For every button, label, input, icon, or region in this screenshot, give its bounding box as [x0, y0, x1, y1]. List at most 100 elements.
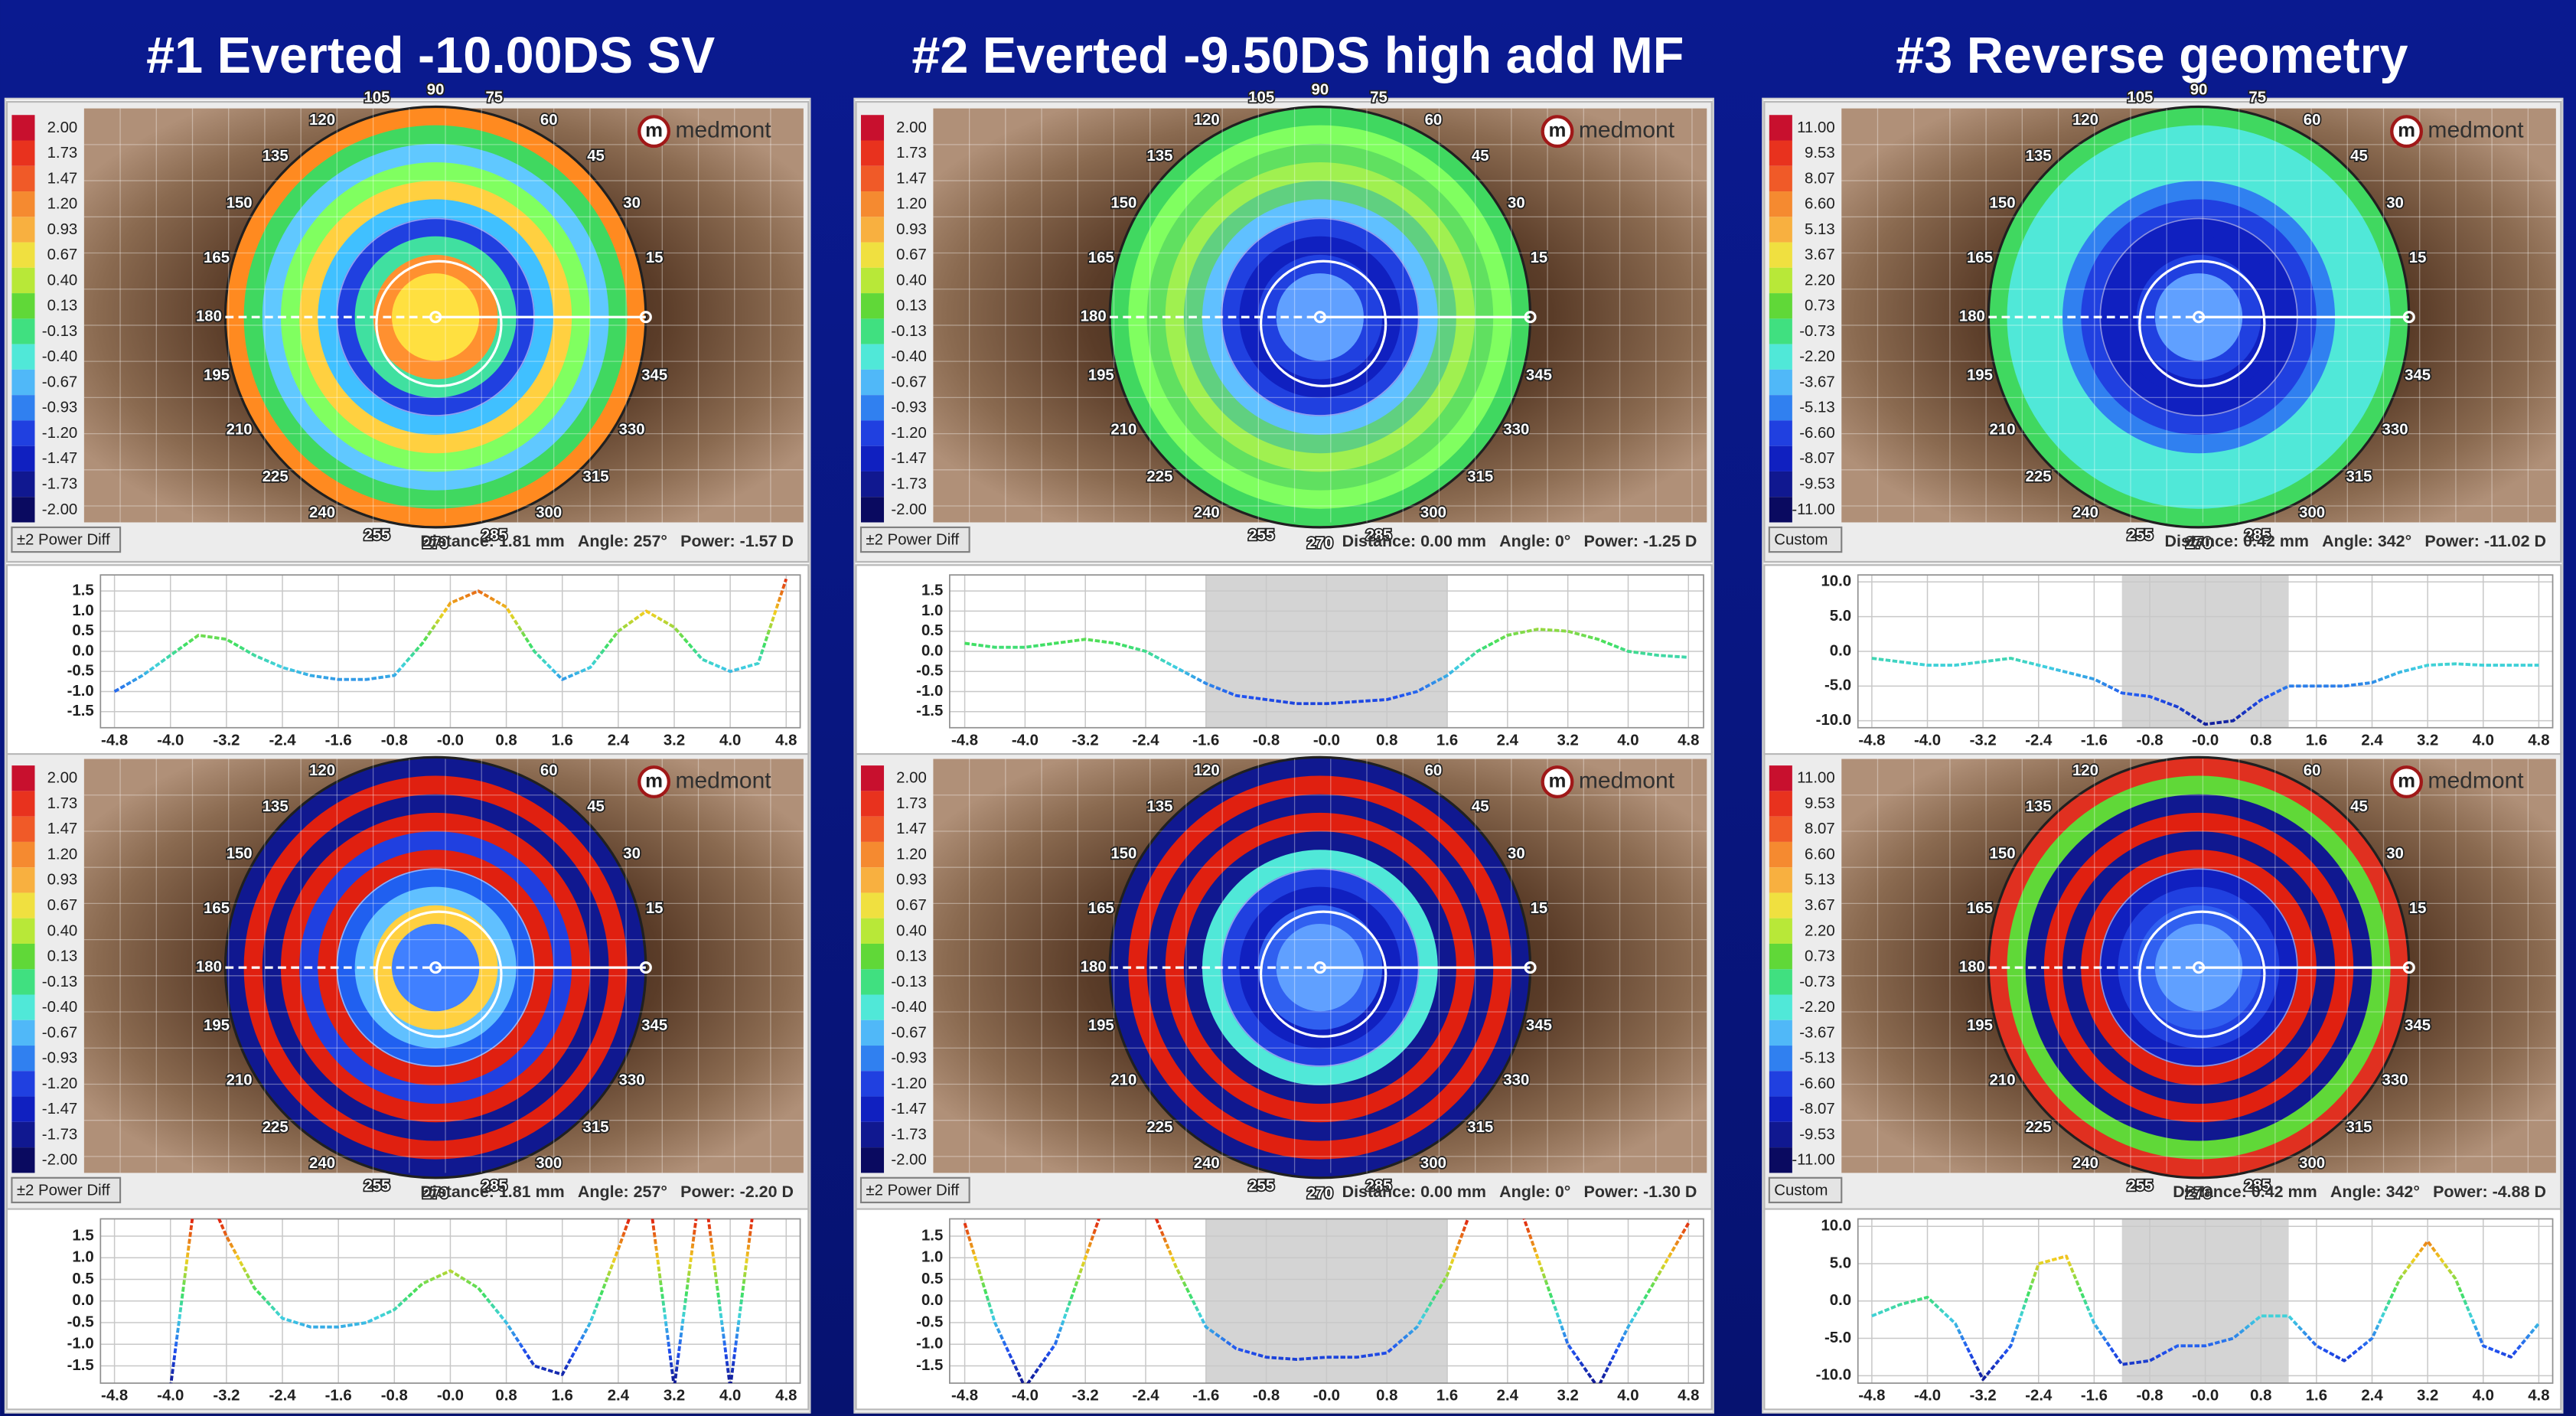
legend-swatch [861, 1122, 884, 1147]
x-tick-label: -3.2 [1072, 732, 1099, 749]
legend-swatch [1769, 446, 1792, 471]
legend-label: 0.93 [896, 221, 927, 238]
column-title: #1 Everted -10.00DS SV [146, 28, 715, 84]
x-tick-label: -4.8 [951, 732, 978, 749]
angle-label: 315 [583, 468, 609, 485]
y-tick-label: 1.5 [921, 1227, 943, 1244]
y-tick-label: -1.0 [916, 683, 943, 700]
legend-swatch [861, 497, 884, 522]
angle-label: 30 [1508, 845, 1525, 862]
y-tick-label: -5.0 [1824, 677, 1851, 694]
y-tick-label: 0.5 [921, 1271, 943, 1287]
legend-label: -1.73 [891, 1126, 926, 1143]
angle-label: 180 [1081, 958, 1107, 975]
angle-label: 150 [1990, 195, 2016, 212]
legend-label: -1.20 [891, 425, 926, 442]
legend-label: -5.13 [1799, 400, 1834, 416]
angle-label: 15 [1531, 250, 1548, 266]
map-button-label[interactable]: Custom [1774, 531, 1828, 548]
legend-swatch [861, 395, 884, 420]
angle-label: 240 [2072, 1155, 2098, 1172]
legend-swatch [861, 1046, 884, 1071]
angle-label: 165 [1088, 250, 1114, 266]
angle-label: 120 [2072, 762, 2098, 779]
logo-text: medmont [2428, 118, 2524, 143]
legend-swatch [11, 842, 34, 867]
x-tick-label: 2.4 [608, 1388, 630, 1405]
y-tick-label: -1.5 [916, 703, 943, 719]
angle-label: 30 [1508, 195, 1525, 212]
angle-label: 15 [1531, 900, 1548, 917]
legend-swatch [11, 791, 34, 816]
x-tick-label: -1.6 [2081, 1388, 2108, 1405]
legend-swatch [11, 765, 34, 791]
legend-label: -1.20 [891, 1075, 926, 1092]
angle-label: 300 [536, 1155, 562, 1172]
legend-label: 1.47 [896, 821, 927, 837]
angle-label: 300 [2299, 504, 2325, 521]
x-tick-label: -4.8 [101, 1388, 128, 1405]
legend-swatch [11, 944, 34, 969]
angle-label: 255 [364, 1178, 390, 1195]
angle-label: 60 [2304, 762, 2321, 779]
x-tick-label: 0.8 [1376, 732, 1397, 749]
angle-label: 45 [587, 798, 605, 815]
legend-swatch [1769, 166, 1792, 191]
angle-label: 180 [196, 308, 222, 325]
legend-label: -0.93 [891, 1050, 926, 1067]
x-tick-label: 0.8 [495, 1388, 517, 1405]
angle-label: 75 [2248, 90, 2266, 106]
angle-label: 150 [227, 845, 253, 862]
angle-label: 330 [1503, 422, 1529, 439]
map-button-label[interactable]: ±2 Power Diff [866, 531, 959, 548]
legend-label: 11.00 [1797, 119, 1834, 136]
readout-power: Power: -1.57 D [680, 532, 794, 550]
legend-swatch [1769, 395, 1792, 420]
x-tick-label: 4.8 [775, 1388, 797, 1405]
angle-label: 45 [2350, 798, 2368, 815]
legend-swatch [1769, 944, 1792, 969]
angle-label: 150 [1990, 845, 2016, 862]
legend-swatch [861, 791, 884, 816]
legend-label: -0.40 [891, 348, 926, 365]
angle-label: 255 [2127, 527, 2153, 544]
angle-label: 330 [1503, 1072, 1529, 1089]
y-tick-label: 10.0 [1821, 573, 1851, 590]
angle-label: 45 [587, 148, 605, 165]
legend-swatch [861, 944, 884, 969]
legend-swatch [861, 471, 884, 497]
x-tick-label: -1.6 [2081, 732, 2108, 749]
angle-label: 240 [1194, 504, 1220, 521]
legend-swatch [11, 1147, 34, 1173]
angle-label: 330 [619, 1072, 645, 1089]
map-button-label[interactable]: ±2 Power Diff [17, 531, 110, 548]
legend-swatch [1769, 892, 1792, 918]
readout-distance: Distance: 1.81 mm [420, 1183, 564, 1201]
y-tick-label: 10.0 [1821, 1218, 1851, 1235]
y-tick-label: -0.5 [916, 663, 943, 680]
legend-swatch [861, 867, 884, 892]
x-tick-label: -4.0 [1914, 1388, 1941, 1405]
angle-label: 180 [1081, 308, 1107, 325]
legend-label: 0.13 [47, 948, 78, 965]
legend-label: 1.47 [47, 170, 78, 187]
y-tick-label: 1.5 [72, 582, 93, 599]
map-button-label[interactable]: ±2 Power Diff [17, 1182, 110, 1199]
legend-label: 9.53 [1805, 145, 1835, 162]
y-tick-label: 1.0 [72, 602, 93, 619]
angle-label: 60 [1425, 762, 1443, 779]
map-button-label[interactable]: ±2 Power Diff [866, 1182, 959, 1199]
readout-angle: Angle: 0° [1499, 1183, 1570, 1201]
y-tick-label: 0.5 [921, 622, 943, 639]
x-tick-label: 2.4 [2361, 1388, 2383, 1405]
angle-label: 45 [2350, 148, 2368, 165]
x-tick-label: -1.6 [325, 732, 352, 749]
x-tick-label: 0.8 [2250, 1388, 2271, 1405]
legend-label: -1.73 [891, 476, 926, 493]
legend-label: 8.07 [1805, 170, 1835, 187]
x-tick-label: -0.8 [1253, 1388, 1280, 1405]
legend-swatch [11, 191, 34, 217]
angle-label: 195 [1967, 367, 1993, 383]
legend-swatch [1769, 1147, 1792, 1173]
map-button-label[interactable]: Custom [1774, 1182, 1828, 1199]
